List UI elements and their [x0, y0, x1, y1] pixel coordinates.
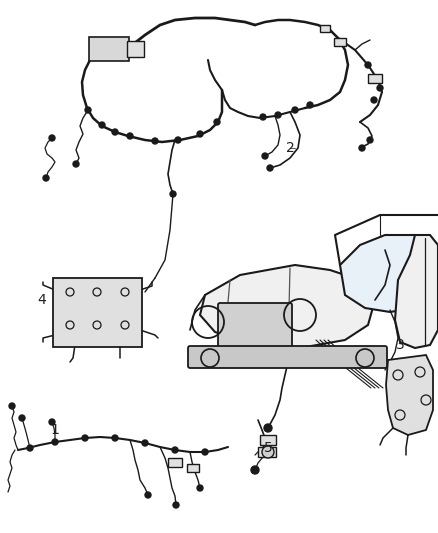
Circle shape	[262, 153, 268, 159]
Circle shape	[175, 137, 181, 143]
Circle shape	[49, 135, 55, 141]
Polygon shape	[340, 235, 430, 312]
Circle shape	[142, 440, 148, 446]
Circle shape	[275, 112, 281, 118]
FancyBboxPatch shape	[53, 278, 142, 347]
Polygon shape	[395, 235, 438, 348]
Circle shape	[214, 119, 220, 125]
Bar	[258, 447, 276, 457]
Circle shape	[267, 165, 273, 171]
Circle shape	[85, 107, 91, 113]
Circle shape	[99, 122, 105, 128]
Circle shape	[307, 102, 313, 108]
Circle shape	[251, 466, 259, 474]
Circle shape	[82, 435, 88, 441]
Circle shape	[145, 492, 151, 498]
Circle shape	[377, 85, 383, 91]
Circle shape	[197, 485, 203, 491]
Circle shape	[292, 107, 298, 113]
Circle shape	[49, 419, 55, 425]
Circle shape	[359, 145, 365, 151]
Circle shape	[197, 131, 203, 137]
Circle shape	[27, 445, 33, 451]
Bar	[320, 25, 330, 31]
Circle shape	[170, 191, 176, 197]
Text: 4: 4	[38, 293, 46, 307]
Circle shape	[264, 424, 272, 432]
Bar	[187, 464, 199, 472]
Circle shape	[52, 439, 58, 445]
Bar	[368, 74, 382, 83]
Circle shape	[172, 447, 178, 453]
Circle shape	[9, 403, 15, 409]
Circle shape	[112, 435, 118, 441]
Circle shape	[367, 137, 373, 143]
Circle shape	[127, 133, 133, 139]
Circle shape	[202, 449, 208, 455]
FancyBboxPatch shape	[89, 37, 129, 61]
Circle shape	[173, 502, 179, 508]
Circle shape	[365, 62, 371, 68]
Circle shape	[260, 114, 266, 120]
Text: 1: 1	[50, 423, 60, 437]
Polygon shape	[386, 355, 433, 435]
Polygon shape	[200, 265, 375, 348]
Circle shape	[262, 446, 274, 458]
Circle shape	[112, 129, 118, 135]
Bar	[334, 38, 346, 46]
Bar	[260, 435, 276, 445]
FancyBboxPatch shape	[127, 41, 144, 57]
FancyBboxPatch shape	[188, 346, 387, 368]
Circle shape	[73, 161, 79, 167]
Text: 5: 5	[264, 441, 272, 455]
Circle shape	[371, 97, 377, 103]
FancyBboxPatch shape	[218, 303, 292, 362]
Text: 2: 2	[286, 141, 294, 155]
Bar	[168, 457, 182, 466]
Circle shape	[19, 415, 25, 421]
Circle shape	[43, 175, 49, 181]
Circle shape	[152, 138, 158, 144]
Text: 3: 3	[396, 338, 404, 352]
